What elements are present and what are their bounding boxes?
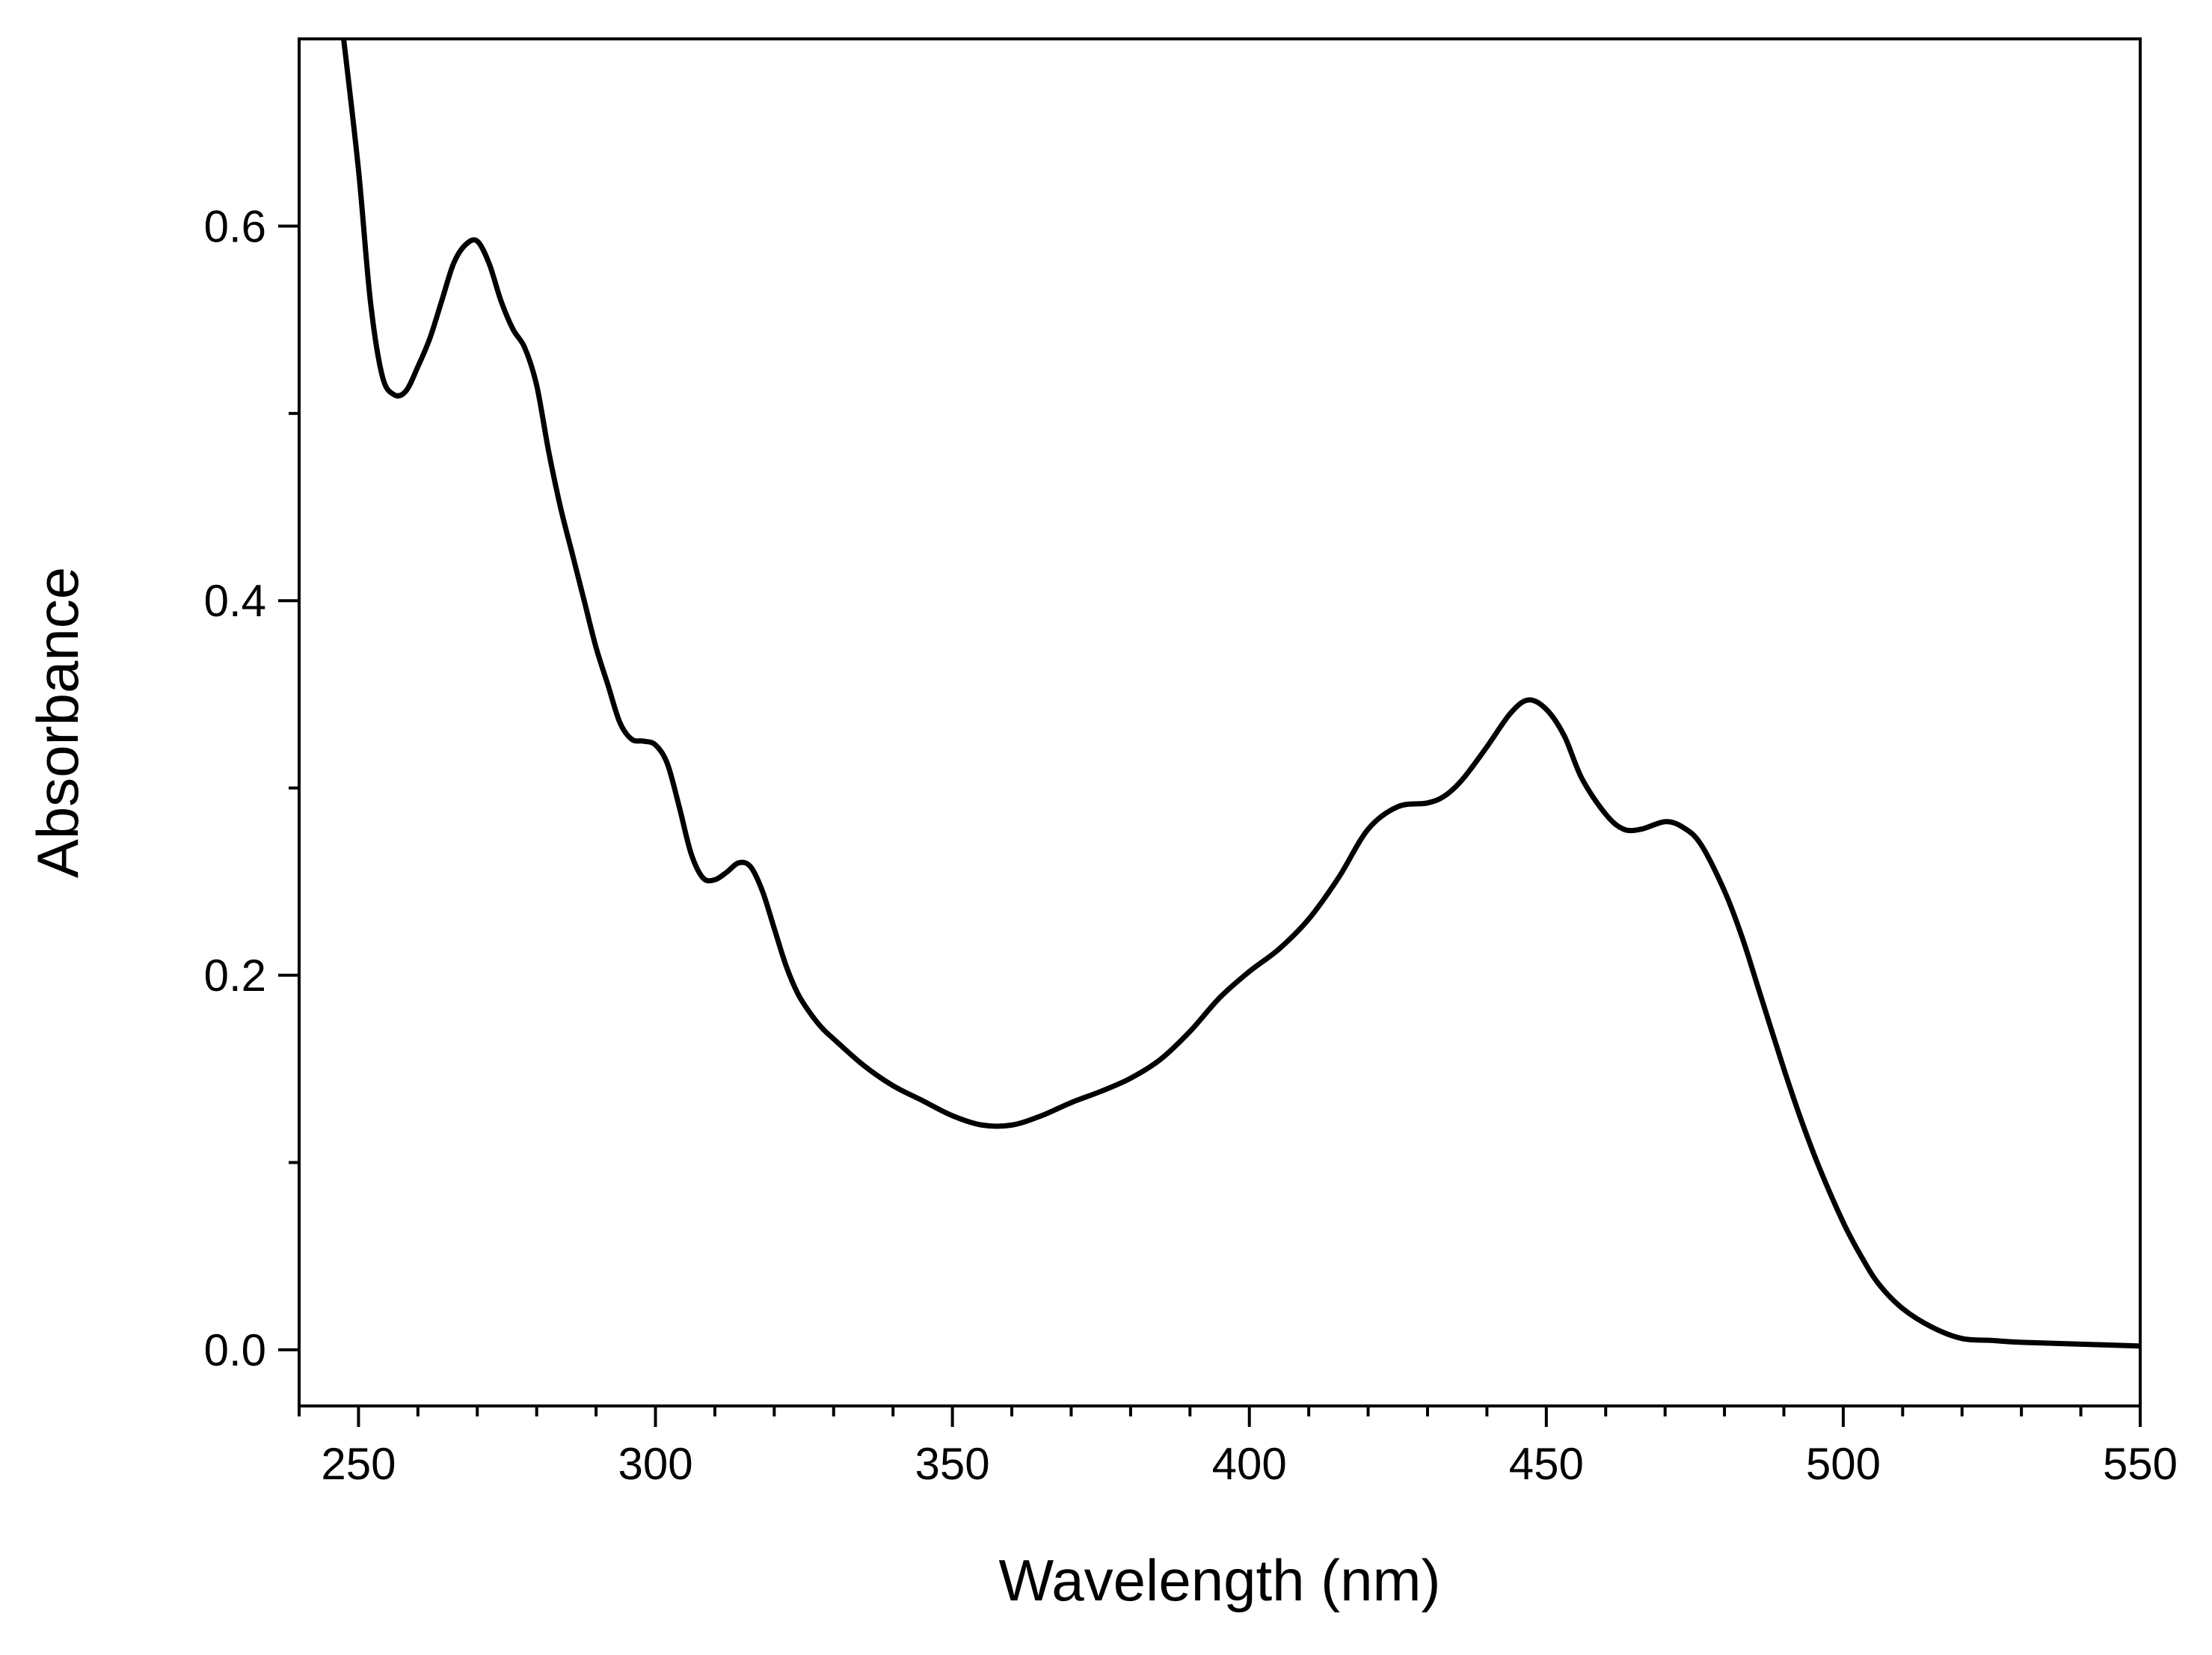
x-axis-title: Wavelength (nm) xyxy=(999,1547,1441,1613)
absorbance-series-line xyxy=(341,39,2140,1349)
y-axis-ticks: 0.0 0.2 0.4 0.6 xyxy=(204,201,299,1375)
y-tick-label: 0.4 xyxy=(204,576,266,626)
series-layer xyxy=(341,39,2140,1349)
plot-frame xyxy=(298,37,2142,1407)
x-tick-label: 300 xyxy=(618,1439,692,1489)
x-tick-label: 450 xyxy=(1509,1439,1584,1489)
y-tick-label: 0.0 xyxy=(204,1325,266,1375)
x-tick-label: 400 xyxy=(1212,1439,1287,1489)
x-tick-label: 500 xyxy=(1806,1439,1881,1489)
y-tick-label: 0.2 xyxy=(204,951,266,1001)
x-tick-label: 550 xyxy=(2103,1439,2178,1489)
x-tick-label: 250 xyxy=(321,1439,396,1489)
y-tick-label: 0.6 xyxy=(204,201,266,251)
y-axis-title: Absorbance xyxy=(25,567,90,878)
plot-border xyxy=(298,37,2142,1407)
x-axis-ticks: 250 300 350 400 450 500 550 xyxy=(298,1406,2178,1489)
x-tick-label: 350 xyxy=(915,1439,990,1489)
